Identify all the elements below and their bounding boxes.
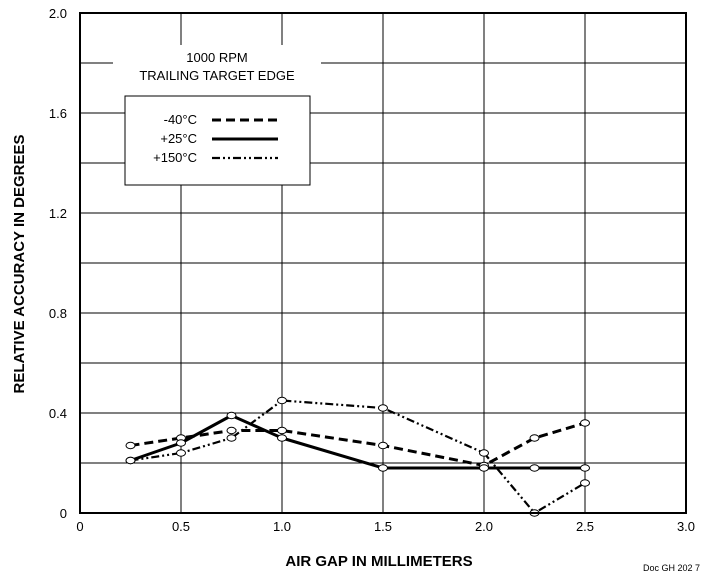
x-tick-label: 3.0 [677,519,695,534]
data-point [529,464,540,472]
data-point [125,456,136,465]
data-point [176,439,186,447]
title-box [113,45,321,97]
footer-reference: Doc GH 202 7 [643,563,700,571]
data-point [226,426,237,435]
legend: 1000 RPM TRAILING TARGET EDGE -40°C +25°C… [113,45,321,186]
data-point [580,419,590,427]
x-tick-label: 0 [76,519,83,534]
series-line-2 [130,399,586,515]
y-tick-label: 1.2 [49,206,67,221]
data-point [479,449,489,457]
series-markers [125,396,590,517]
x-tick-labels: 0 0.5 1.0 1.5 2.0 2.5 3.0 [76,519,695,534]
data-point [378,404,388,412]
x-tick-label: 0.5 [172,519,190,534]
data-point [580,479,590,487]
y-tick-label: 2.0 [49,6,67,21]
y-axis-title: RELATIVE ACCURACY IN DEGREES [11,135,28,394]
x-axis-title: AIR GAP IN MILLIMETERS [285,553,472,570]
series-lines [130,399,586,515]
data-point [479,464,489,472]
legend-label: +25°C [160,131,197,146]
y-tick-label: 0.8 [49,306,67,321]
legend-items: -40°C +25°C +150°C [153,112,278,165]
y-tick-labels: 0 0.4 0.8 1.2 1.6 2.0 [49,6,67,521]
data-point [378,464,388,472]
y-tick-label: 1.6 [49,106,67,121]
legend-label: -40°C [164,112,197,127]
data-point [277,396,287,405]
data-point [226,411,237,420]
series-line-1 [130,414,585,470]
x-tick-label: 1.5 [374,519,392,534]
x-tick-label: 1.0 [273,519,291,534]
data-point [529,434,540,442]
data-point [277,426,287,435]
x-tick-label: 2.0 [475,519,493,534]
data-point [378,441,388,450]
chart-title: 1000 RPM [186,50,247,65]
data-point [125,441,136,450]
data-point [226,434,237,442]
x-tick-label: 2.5 [576,519,594,534]
legend-label: +150°C [153,150,197,165]
chart-subtitle: TRAILING TARGET EDGE [139,68,295,83]
data-point [277,434,287,442]
data-point [176,449,186,457]
plot-frame [79,12,687,514]
y-tick-label: 0 [60,506,67,521]
y-tick-label: 0.4 [49,406,67,421]
data-point [580,464,590,472]
